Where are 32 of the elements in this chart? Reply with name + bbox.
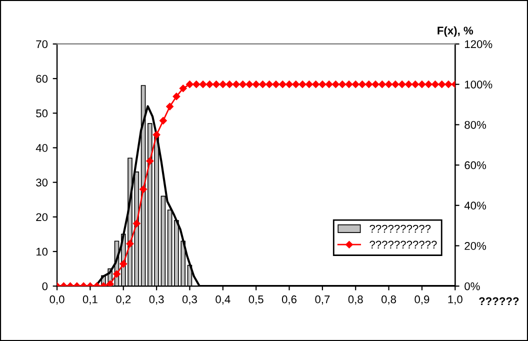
y2-tick-label: 60% [464,161,486,170]
y-tick-label: 60 [36,74,48,83]
y-tick-label: 20 [36,213,48,222]
x-tick-label: 0,5 [248,295,264,305]
x-tick-label: 0,1 [82,295,98,305]
x-tick-label: 0,0 [50,295,64,305]
x-axis-title: ?????? [479,297,519,306]
legend-label: ?????????? [370,224,431,233]
y-tick-label: 70 [36,40,48,48]
x-tick-label: 0,9 [414,295,430,305]
y2-tick-label: 20% [464,242,486,250]
y-tick-label: 0 [42,282,48,290]
x-tick-label: 0,2 [116,295,131,305]
y2-tick-label: 100% [465,80,492,88]
legend-label: ??????????? [370,240,437,249]
y2-axis-title: F(x), % [438,26,474,37]
y-tick-label: 50 [36,109,48,118]
x-tick-label: 0,8 [381,295,396,305]
y-tick-label: 40 [36,144,48,152]
y2-tick-label: 120% [465,40,492,48]
x-tick-label: 0,3 [182,295,197,305]
y2-tick-label: 40% [464,202,486,210]
x-tick-label: 0,6 [282,295,296,305]
y-tick-label: 10 [36,248,48,256]
y2-tick-label: 0% [464,282,480,290]
y2-tick-label: 80% [464,120,486,129]
x-tick-label: 0,3 [149,295,164,305]
x-tick-label: 0,8 [348,295,363,305]
x-tick-label: 1,0 [448,295,462,305]
y-tick-label: 30 [36,178,48,186]
x-tick-label: 0,4 [216,295,230,305]
x-tick-label: 0,7 [315,295,330,305]
